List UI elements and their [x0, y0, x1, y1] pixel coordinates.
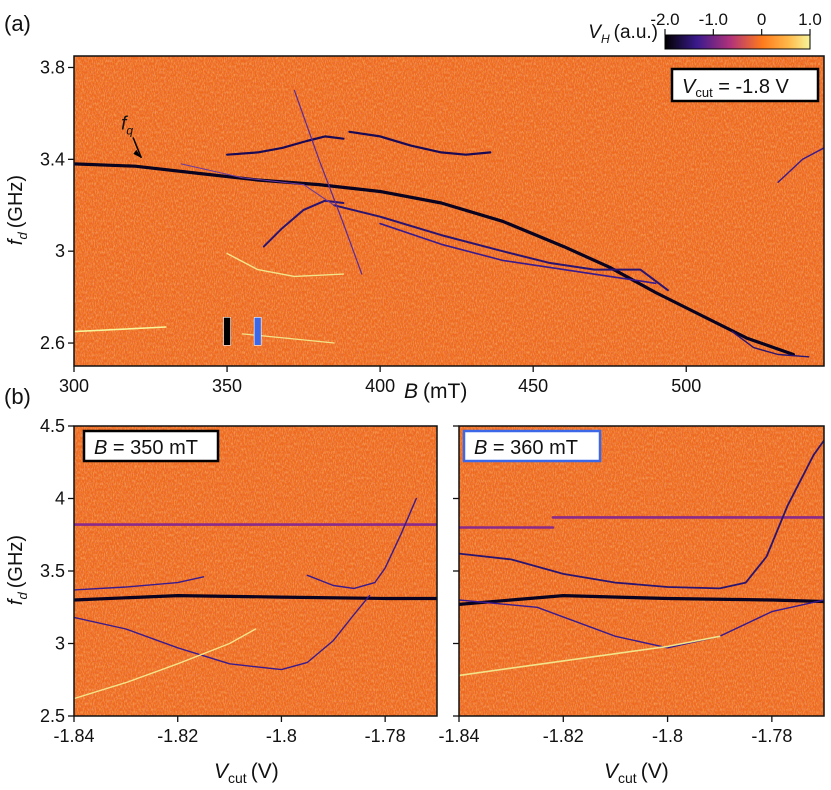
x-tick-label-b-right: -1.84 [438, 726, 479, 746]
panel-a-ylabel: fd(GHz) [5, 175, 30, 245]
y-tick-label-b-left: 4 [55, 489, 65, 509]
panel-a-xlabel: B (mT) [404, 380, 467, 403]
x-tick-label-b-right: -1.8 [652, 726, 683, 746]
series-a-lower-arc [262, 199, 345, 248]
y-tick-label-a: 3.4 [40, 149, 65, 169]
x-tick-label-b-left: -1.82 [157, 726, 198, 746]
series-a-diag-1 [293, 89, 363, 275]
fq-arrow-line [132, 137, 143, 159]
series-a-bright-2 [226, 252, 345, 278]
fq-label: fq [121, 113, 133, 137]
series-b-left-bright-low [74, 628, 257, 700]
panel-a-label: (a) [4, 11, 31, 36]
series-a-right-edge [777, 147, 824, 183]
marker-black [223, 317, 231, 346]
series-b-left-fq-flat [74, 594, 437, 602]
b350-text: B = 350 mT [94, 437, 198, 459]
b360-box [462, 429, 602, 463]
x-tick-label-b-left: -1.84 [53, 726, 94, 746]
b350-box [82, 429, 220, 463]
y-tick-label-b-left: 3 [55, 634, 65, 654]
panel-b-ylabel: fd(GHz) [5, 535, 30, 605]
x-tick-label-b-left: -1.78 [365, 726, 406, 746]
colorbar-label: VH (a.u.) [588, 22, 658, 46]
panel-a-frame [73, 55, 825, 367]
x-tick-label-b-left: -1.8 [266, 726, 297, 746]
x-tick-label-a: 350 [212, 376, 242, 396]
series-a-tail-2 [731, 330, 810, 358]
series-a-fq-main [74, 162, 795, 357]
y-tick-label-a: 2.6 [40, 333, 65, 353]
series-b-left-lower-dip [74, 594, 371, 671]
panel-b-left-xlabel: Vcut (V) [214, 760, 279, 786]
panel-b-right-noise-cool [459, 426, 824, 716]
y-tick-label-b-left: 3.5 [40, 561, 65, 581]
panel-b-label: (b) [4, 384, 31, 409]
x-tick-label-a: 500 [671, 376, 701, 396]
series-b-right-lower-dip [459, 599, 824, 649]
colorbar: VH (a.u.) -2.0 -1.0 0 1.0 [588, 10, 822, 50]
x-tick-label-a: 300 [59, 376, 89, 396]
colorbar-tick-label: 0 [757, 10, 766, 29]
x-tick-label-b-right: -1.78 [751, 726, 792, 746]
colorbar-tick-label: -2.0 [650, 10, 679, 29]
panel-b-right-xlabel: Vcut (V) [604, 760, 669, 786]
y-tick-label-b-left: 4.5 [40, 416, 65, 436]
series-b-right-upper-curve [459, 439, 824, 590]
series-b-right-bright-low [459, 635, 721, 677]
series-a-upper-arc-right [348, 130, 492, 156]
panel-b-left-noise-cool [74, 426, 437, 716]
series-b-right-fq-flat [459, 594, 824, 606]
panel-b-left-plot: -1.84 -1.82 -1.8 -1.78 2.5 3 3.5 4 4.5 B = 350 m… [40, 416, 438, 746]
series-a-lower-loop [379, 222, 657, 285]
colorbar-tick-label: -1.0 [699, 10, 728, 29]
x-tick-label-b-right: -1.82 [543, 726, 584, 746]
fq-arrow-head [133, 149, 142, 158]
series-b-left-upper-short [74, 576, 205, 591]
b360-text: B = 360 mT [474, 437, 578, 459]
x-tick-label-a: 450 [518, 376, 548, 396]
vcut-box [670, 67, 820, 103]
colorbar-gradient [664, 34, 811, 50]
series-a-lower-branch [333, 204, 669, 292]
series-a-upper-arc-left [226, 135, 345, 156]
y-tick-label-a: 3 [55, 241, 65, 261]
panel-b-right-plot: -1.84 -1.82 -1.8 -1.78 B = 360 mT [438, 425, 825, 746]
fq-arrow-annotation: fq [121, 113, 143, 159]
y-tick-label-a: 3.8 [40, 57, 65, 77]
x-tick-label-a: 400 [365, 376, 395, 396]
colorbar-tick-label: 1.0 [798, 10, 822, 29]
y-tick-label-b-left: 2.5 [40, 706, 65, 726]
series-a-diag-2 [180, 163, 335, 206]
marker-blue [253, 317, 262, 346]
panel-a-annotation: Vcut = -1.8 V [670, 67, 820, 103]
vcut-text: Vcut = -1.8 V [682, 76, 790, 100]
series-a-bright-1 [74, 326, 167, 333]
series-b-left-upper-curve [306, 497, 417, 590]
